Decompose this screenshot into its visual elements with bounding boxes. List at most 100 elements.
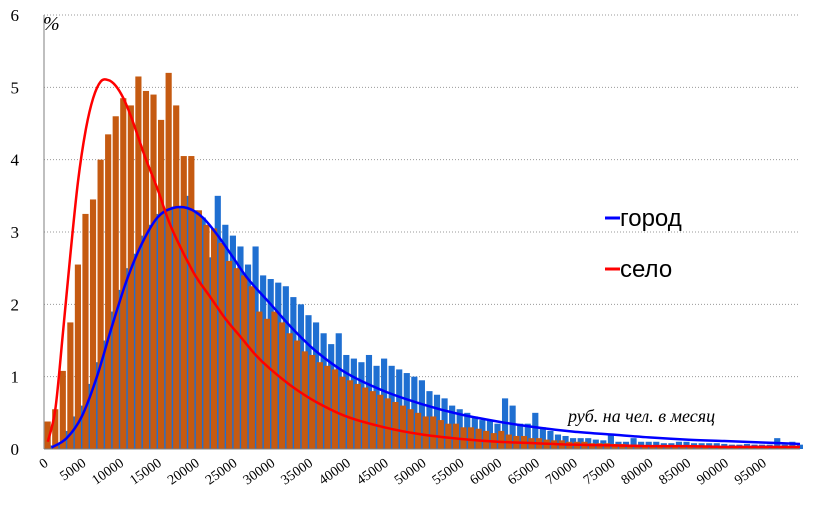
village-bar — [415, 412, 422, 449]
y-tick-label: 2 — [11, 295, 20, 314]
x-tick-label: 85000 — [657, 456, 694, 488]
city-bar — [305, 315, 312, 449]
village-trend-line — [46, 78, 800, 449]
city-bar — [411, 376, 418, 449]
x-tick-label: 30000 — [241, 456, 278, 488]
city-bars — [48, 195, 803, 449]
village-bar — [498, 430, 505, 449]
city-bar — [139, 235, 146, 449]
village-bar — [256, 311, 263, 449]
village-bar — [316, 362, 323, 449]
city-bar — [373, 365, 380, 449]
city-bar — [312, 322, 320, 449]
village-bar — [740, 447, 747, 449]
village-bar — [210, 228, 218, 449]
x-tick-label: 50000 — [392, 456, 429, 488]
village-bar — [755, 447, 762, 449]
city-bar — [585, 438, 592, 449]
village-bar — [294, 340, 301, 449]
city-bar — [396, 369, 403, 449]
x-tick-label: 45000 — [354, 456, 391, 488]
city-bar — [154, 213, 161, 449]
city-bar — [93, 362, 100, 449]
city-bar — [456, 409, 463, 449]
city-trend-line — [50, 205, 801, 449]
x-tick-label: 70000 — [543, 456, 580, 488]
city-bar — [539, 427, 546, 449]
city-bar — [441, 398, 448, 449]
city-bar — [78, 405, 85, 449]
city-bar — [176, 206, 184, 449]
city-bar — [532, 412, 539, 449]
city-bar — [275, 282, 282, 449]
village-bar — [747, 447, 754, 449]
village-bar — [218, 242, 225, 449]
village-bar — [165, 72, 172, 449]
village-bar — [377, 394, 384, 449]
city-bar — [199, 217, 206, 449]
city-bar — [297, 304, 305, 449]
city-bar — [282, 286, 289, 449]
city-bar — [343, 354, 350, 449]
village-bar — [362, 387, 369, 449]
village-bar — [467, 427, 475, 449]
city-bar — [524, 423, 531, 449]
village-bar — [452, 423, 459, 449]
village-bar — [127, 105, 134, 450]
city-bar — [486, 420, 494, 449]
village-bar — [158, 119, 165, 449]
village-bar — [195, 210, 202, 449]
village-bar — [422, 416, 429, 449]
y-tick-label: 4 — [11, 151, 20, 170]
city-bar — [479, 420, 486, 449]
city-bar — [607, 434, 614, 449]
city-bar — [789, 441, 796, 449]
village-bar — [278, 322, 286, 449]
village-bar — [392, 401, 399, 449]
city-bar — [192, 210, 199, 449]
village-bar — [120, 98, 127, 449]
axes — [43, 15, 800, 450]
village-bar — [770, 447, 777, 449]
city-bar — [630, 438, 637, 449]
city-bar — [335, 333, 342, 449]
x-tick-label: 0 — [37, 456, 51, 472]
city-bar — [108, 311, 116, 449]
city-bar — [403, 373, 410, 449]
city-bar — [562, 435, 569, 449]
village-bar — [339, 376, 346, 449]
city-bar — [471, 416, 478, 449]
legend: город село — [605, 205, 682, 283]
village-bar — [271, 311, 278, 449]
village-bar — [301, 351, 308, 449]
city-bar — [449, 405, 456, 449]
legend-label-village: село — [620, 256, 672, 283]
city-bar — [146, 224, 153, 449]
city-bar — [169, 206, 176, 449]
village-bar — [430, 416, 437, 449]
village-bar — [407, 409, 414, 449]
village-bar — [679, 446, 686, 449]
city-bar — [328, 344, 335, 449]
city-bar — [101, 340, 108, 449]
village-bar — [150, 94, 157, 450]
village-bar — [369, 391, 376, 449]
x-tick-label: 80000 — [619, 456, 656, 488]
village-bar — [672, 446, 679, 449]
city-bar — [71, 416, 78, 449]
village-bar — [241, 275, 248, 449]
y-tick-label: 3 — [11, 223, 20, 242]
x-tick-label: 25000 — [203, 456, 240, 488]
village-bar — [52, 409, 59, 449]
city-bar — [509, 405, 516, 449]
city-bar — [161, 210, 168, 449]
city-bar — [131, 253, 138, 449]
x-tick-label: 65000 — [505, 456, 542, 488]
village-bar — [248, 286, 255, 449]
y-tick-label: 5 — [11, 78, 20, 97]
x-tick-labels: 0 5000 10000 15000 20000 25000 30000 35000 40000… — [37, 456, 770, 488]
village-bar — [709, 446, 717, 449]
village-bar — [347, 380, 354, 449]
legend-label-city: город — [620, 205, 682, 232]
